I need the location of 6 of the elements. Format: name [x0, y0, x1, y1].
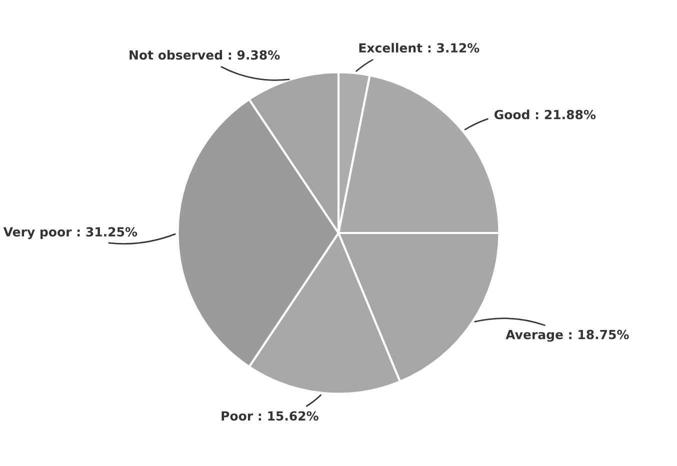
slice-label: Average : 18.75%: [506, 330, 629, 342]
slice-label: Not observed : 9.38%: [130, 50, 280, 60]
slice-label: Poor : 15.62%: [222, 411, 318, 421]
slice-label: Good : 21.88%: [494, 110, 596, 120]
slice-label: Very poor : 31.25%: [3, 227, 138, 240]
slice-label: Excellent : 3.12%: [359, 42, 480, 53]
